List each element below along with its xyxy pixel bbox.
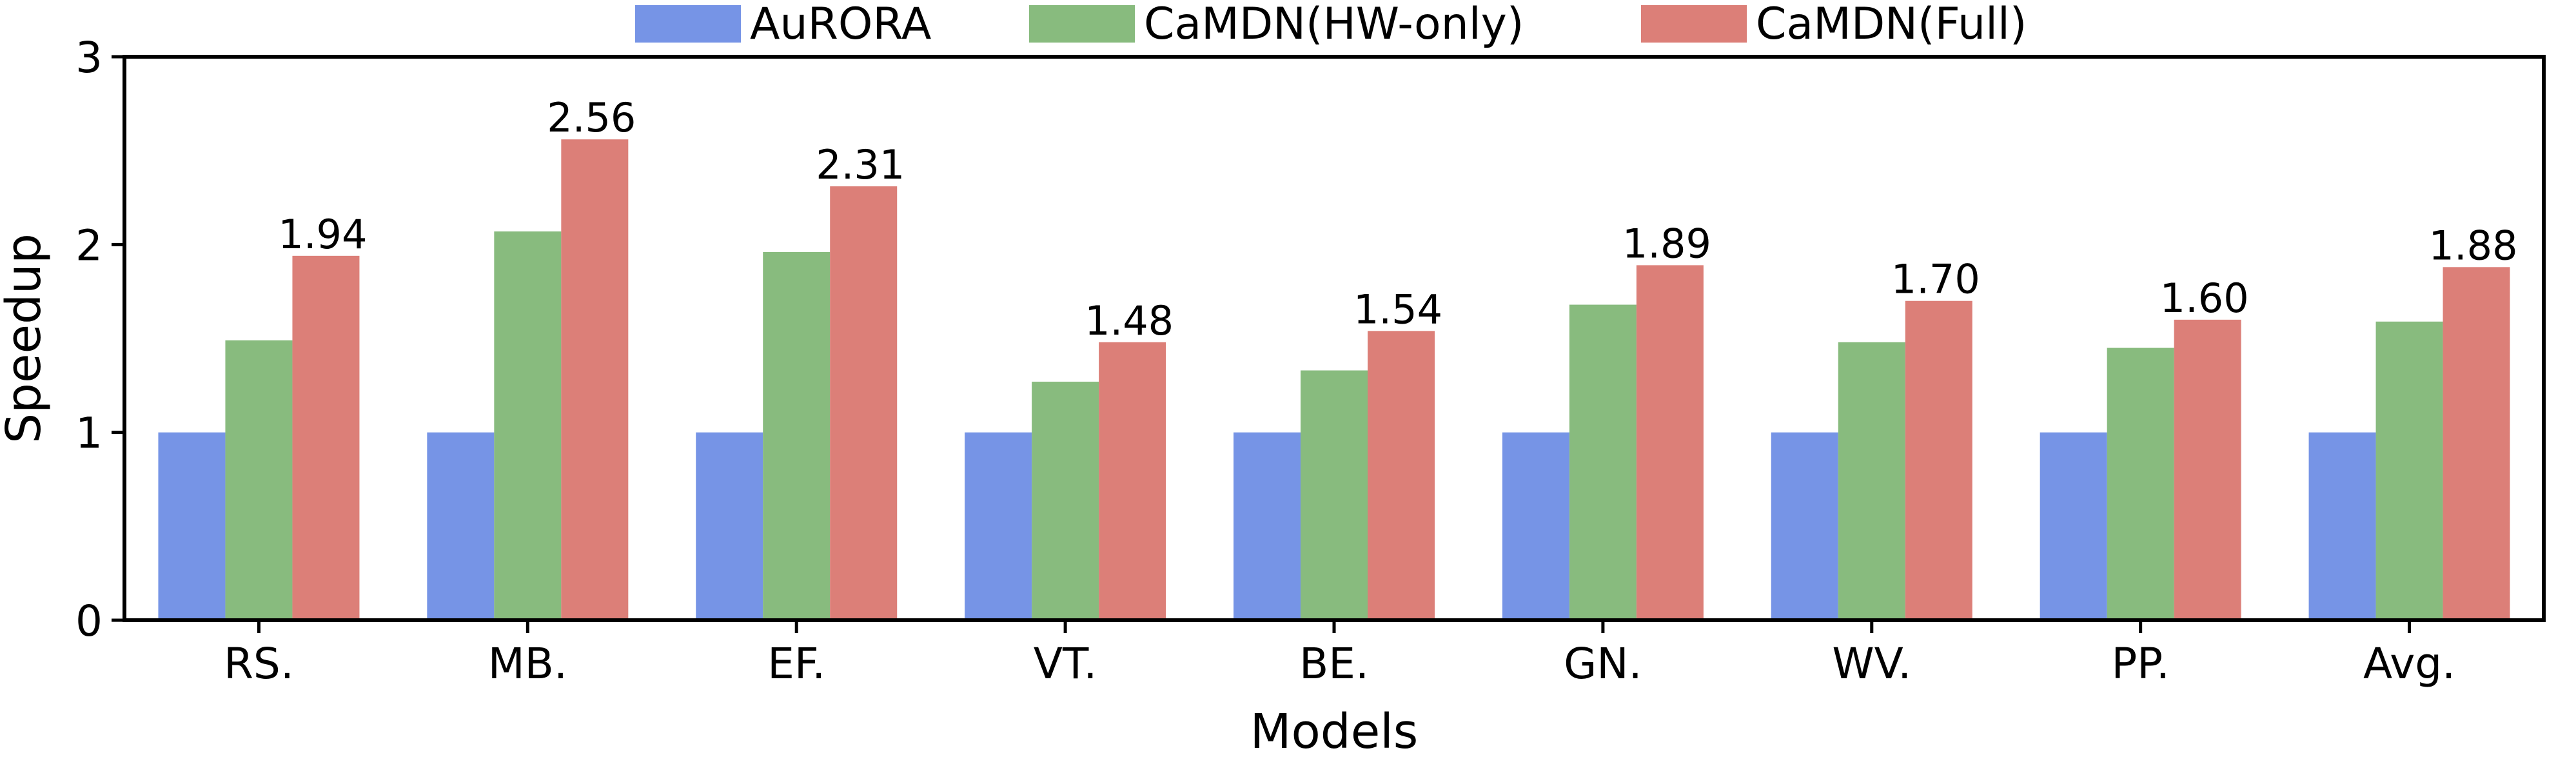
y-tick-label: 3: [75, 33, 103, 83]
x-tick-label: MB.: [488, 639, 567, 689]
data-label: 1.89: [1622, 220, 1711, 267]
data-label: 1.48: [1085, 297, 1174, 344]
y-tick-label: 2: [75, 220, 103, 270]
data-label: 1.54: [1353, 286, 1442, 333]
bar: [1905, 300, 1972, 620]
bar: [2443, 267, 2510, 620]
data-label: 2.56: [547, 94, 636, 141]
bar: [1502, 432, 1569, 620]
legend-swatch: [1641, 5, 1747, 43]
y-tick-label: 0: [75, 596, 103, 646]
bar: [561, 139, 629, 621]
bar: [1771, 432, 1838, 620]
x-tick-label: WV.: [1832, 639, 1911, 689]
x-tick-label: Avg.: [2363, 639, 2455, 689]
legend: AuRORA CaMDN(HW-only) CaMDN(Full): [635, 0, 2027, 50]
legend-label: AuRORA: [750, 0, 931, 50]
legend-swatch: [1029, 5, 1135, 43]
x-tick-label: PP.: [2112, 639, 2170, 689]
y-axis-label: Speedup: [0, 233, 52, 444]
x-tick-label: EF.: [767, 639, 825, 689]
bar: [225, 340, 293, 620]
bar: [696, 432, 763, 620]
bar: [1368, 331, 1435, 620]
bar: [830, 186, 898, 620]
x-axis: RS. MB. EF. VT. BE. GN. WV. PP. Avg.: [224, 620, 2455, 689]
bar: [1301, 370, 1368, 620]
bar: [1234, 432, 1301, 620]
x-tick-label: RS.: [224, 639, 294, 689]
x-tick-label: VT.: [1034, 639, 1097, 689]
bar: [292, 255, 360, 620]
data-label: 1.88: [2429, 222, 2518, 269]
legend-label: CaMDN(Full): [1756, 0, 2027, 50]
bar: [965, 432, 1032, 620]
legend-label: CaMDN(HW-only): [1144, 0, 1524, 50]
legend-swatch: [635, 5, 741, 43]
x-tick-label: BE.: [1299, 639, 1369, 689]
data-label: 1.60: [2160, 275, 2249, 322]
data-labels-group: 1.94 2.56 2.31 1.48 1.54 1.89 1.70 1.60 1.88: [278, 94, 2517, 344]
bar: [763, 251, 831, 620]
bars-group: [158, 139, 2510, 621]
bar: [1099, 342, 1166, 620]
data-label: 2.31: [816, 141, 905, 188]
data-label: 1.94: [278, 211, 367, 258]
bar: [2107, 348, 2174, 620]
bar: [1569, 304, 1637, 620]
bar: [2308, 432, 2376, 620]
x-tick-label: GN.: [1564, 639, 1642, 689]
x-axis-label: Models: [1250, 704, 1419, 759]
y-tick-label: 1: [75, 409, 103, 458]
data-label: 1.70: [1891, 256, 1980, 303]
bar: [427, 432, 495, 620]
y-axis: 0 1 2 3: [75, 33, 124, 646]
bar: [1838, 342, 1905, 620]
bar: [2375, 321, 2443, 620]
bar: [2174, 319, 2241, 620]
bar: [2040, 432, 2107, 620]
bar: [494, 231, 562, 620]
bar: [1636, 265, 1704, 620]
bar: [158, 432, 226, 620]
bar: [1032, 382, 1099, 620]
